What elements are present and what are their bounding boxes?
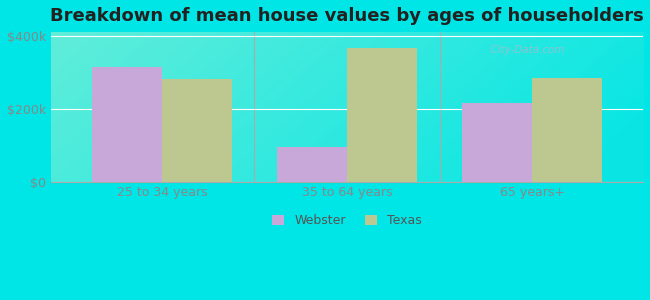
Bar [162, 80, 232, 182]
Bar [92, 67, 162, 182]
Bar [462, 103, 532, 182]
Title: Breakdown of mean house values by ages of householders: Breakdown of mean house values by ages o… [50, 7, 644, 25]
Text: City-Data.com: City-Data.com [484, 45, 565, 55]
Bar [347, 49, 417, 181]
Legend: Webster, Texas: Webster, Texas [267, 209, 427, 232]
Bar [277, 147, 347, 182]
Bar [532, 78, 603, 182]
